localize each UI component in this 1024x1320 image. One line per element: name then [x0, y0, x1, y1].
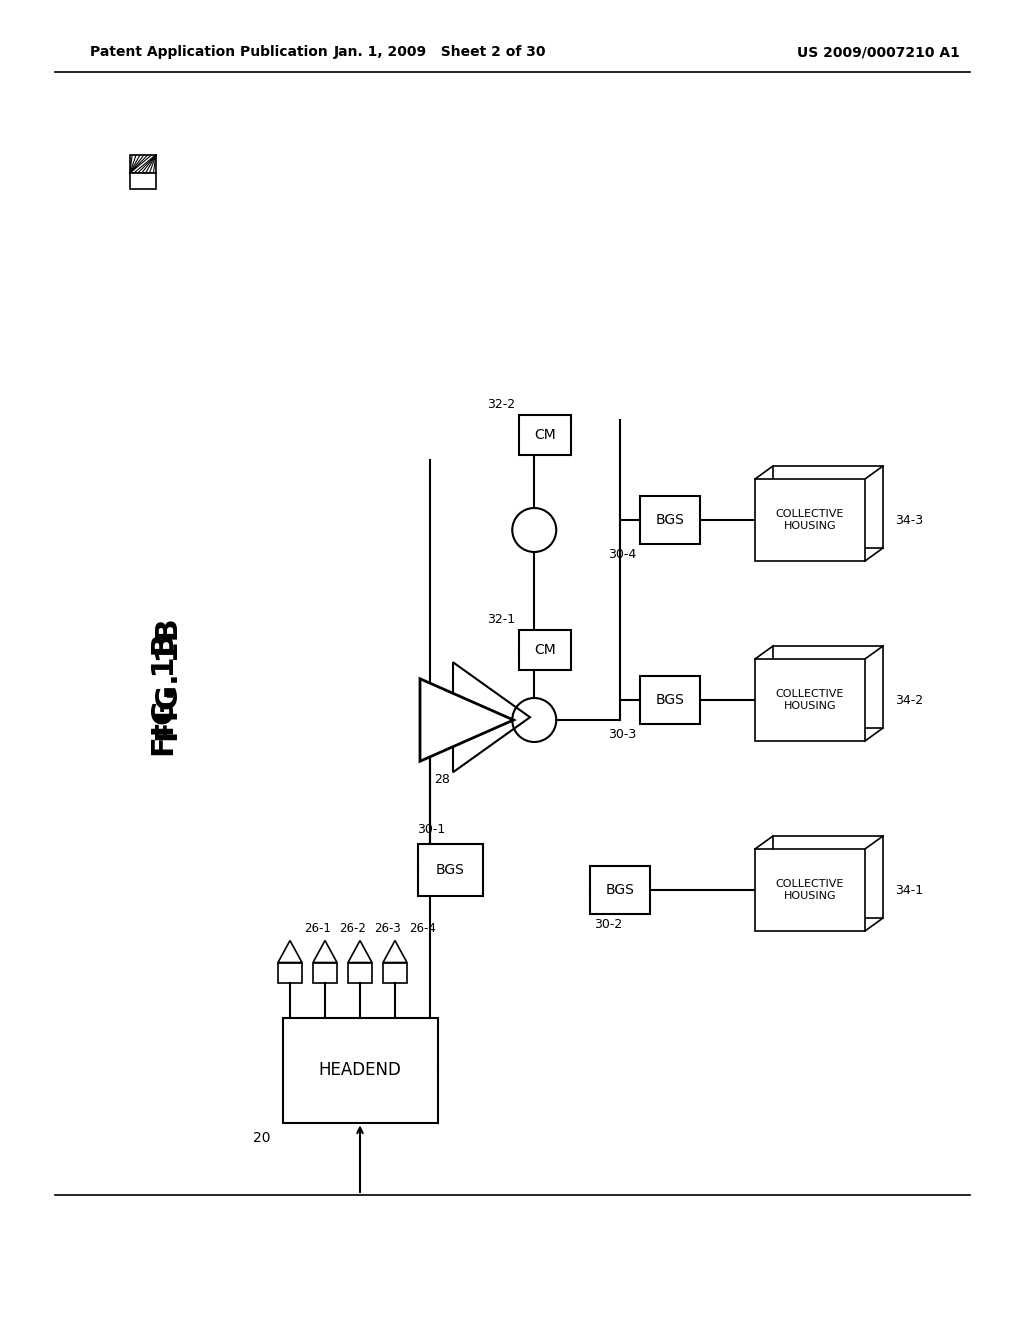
Polygon shape	[383, 940, 407, 962]
Text: 30-3: 30-3	[608, 729, 636, 741]
Bar	[773, 645, 883, 729]
Text: Patent Application Publication: Patent Application Publication	[90, 45, 328, 59]
Text: 34-3: 34-3	[895, 513, 923, 527]
Bar	[313, 962, 337, 982]
Polygon shape	[313, 940, 337, 962]
Bar	[773, 836, 883, 917]
Bar	[383, 962, 407, 982]
Text: BGS: BGS	[655, 513, 684, 527]
Polygon shape	[278, 940, 302, 962]
Text: COLLECTIVE
HOUSING: COLLECTIVE HOUSING	[776, 689, 844, 710]
Bar	[519, 630, 571, 671]
Text: 30-2: 30-2	[594, 917, 623, 931]
Bar	[590, 866, 650, 913]
Text: 26-1: 26-1	[304, 921, 331, 935]
Text: FIG. 1B: FIG. 1B	[151, 634, 179, 756]
Bar	[130, 173, 156, 189]
Polygon shape	[453, 663, 530, 772]
Text: CM: CM	[535, 428, 556, 442]
Bar	[755, 659, 865, 741]
Polygon shape	[348, 940, 372, 962]
Bar	[418, 843, 482, 896]
Text: 32-1: 32-1	[486, 612, 515, 626]
Bar	[755, 479, 865, 561]
Text: FIG. 1B: FIG. 1B	[156, 618, 184, 742]
Bar	[773, 466, 883, 548]
Bar	[130, 154, 156, 173]
Text: 20: 20	[253, 1130, 270, 1144]
Text: HEADEND: HEADEND	[318, 1061, 401, 1078]
Text: 26-2: 26-2	[339, 921, 366, 935]
Text: 28: 28	[434, 774, 450, 785]
Text: COLLECTIVE
HOUSING: COLLECTIVE HOUSING	[776, 879, 844, 900]
Text: CM: CM	[535, 643, 556, 657]
Text: Jan. 1, 2009   Sheet 2 of 30: Jan. 1, 2009 Sheet 2 of 30	[334, 45, 546, 59]
Text: 26-4: 26-4	[409, 921, 436, 935]
Text: BGS: BGS	[655, 693, 684, 708]
Text: 30-1: 30-1	[418, 822, 445, 836]
Text: 30-4: 30-4	[608, 548, 636, 561]
Text: BGS: BGS	[435, 863, 465, 876]
Bar	[348, 962, 372, 982]
Bar	[130, 154, 156, 173]
Bar	[283, 1018, 437, 1122]
Bar	[278, 962, 302, 982]
Text: BGS: BGS	[605, 883, 635, 898]
Text: 34-2: 34-2	[895, 693, 923, 706]
Text: COLLECTIVE
HOUSING: COLLECTIVE HOUSING	[776, 510, 844, 531]
Text: 26-3: 26-3	[374, 921, 400, 935]
Bar	[519, 414, 571, 455]
Bar	[755, 849, 865, 931]
Text: 34-1: 34-1	[895, 883, 923, 896]
Bar	[640, 496, 700, 544]
Text: US 2009/0007210 A1: US 2009/0007210 A1	[797, 45, 961, 59]
Bar	[640, 676, 700, 723]
Polygon shape	[420, 678, 513, 762]
Text: 32-2: 32-2	[486, 399, 515, 411]
